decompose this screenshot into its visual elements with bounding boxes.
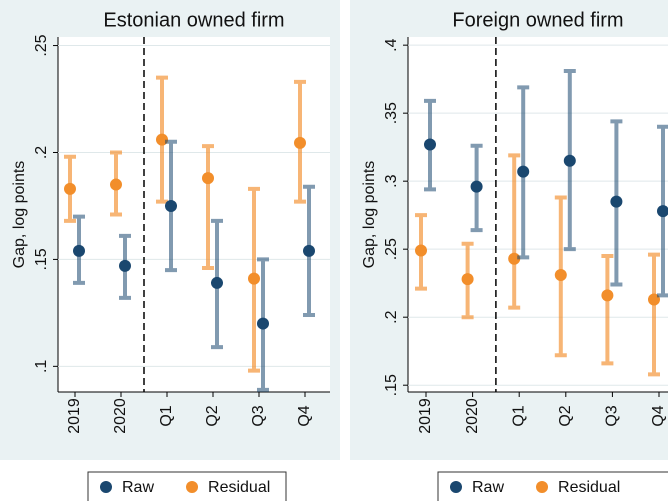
x-tick-label: Q2 — [204, 405, 221, 426]
y-tick-label: .25 — [33, 34, 50, 56]
point — [303, 244, 315, 257]
point — [415, 244, 427, 257]
legend-marker — [450, 481, 462, 493]
y-tick-label: .25 — [383, 238, 400, 260]
legend-box — [437, 471, 668, 501]
chart-title: Estonian owned firm — [103, 9, 284, 31]
y-tick-label: .15 — [33, 248, 50, 270]
point — [156, 133, 168, 146]
x-tick-label: 2019 — [66, 398, 83, 434]
point — [294, 136, 306, 149]
x-tick-label: Q1 — [510, 405, 527, 426]
y-tick-label: .1 — [33, 360, 50, 373]
x-tick-label: 2020 — [112, 398, 129, 434]
point — [248, 272, 260, 285]
error-bar — [648, 252, 660, 377]
point — [610, 195, 623, 208]
x-tick-label: Q3 — [250, 405, 267, 426]
point — [119, 259, 131, 272]
point — [554, 269, 567, 282]
legend-label: Residual — [558, 479, 620, 496]
y-axis-label: Gap, log points — [361, 161, 378, 269]
title-box — [58, 4, 330, 34]
y-tick-label: .2 — [33, 146, 50, 159]
point — [211, 276, 223, 289]
point — [165, 199, 177, 212]
x-tick-label: Q4 — [650, 405, 667, 426]
chart-title: Foreign owned firm — [452, 9, 623, 31]
point — [110, 178, 122, 191]
x-tick-label: Q3 — [604, 405, 621, 426]
error-bar — [202, 144, 214, 270]
point — [657, 205, 668, 218]
panel: Estonian owned firm Gap, log points .1 .15.… — [0, 0, 340, 501]
legend-marker — [186, 481, 199, 493]
x-tick-label: 2019 — [417, 398, 434, 434]
x-tick-label: Q1 — [158, 405, 175, 426]
point — [257, 317, 269, 330]
y-tick-label: .4 — [383, 38, 400, 51]
legend-marker — [100, 481, 112, 493]
error-bar — [601, 253, 614, 366]
point — [424, 138, 436, 151]
panel: Foreign owned firm Gap, log points .15 .2 .2… — [350, 0, 668, 501]
y-axis-label: Gap, log points — [11, 161, 28, 269]
plot-area — [58, 37, 330, 392]
legend-label: Raw — [122, 479, 154, 496]
point — [470, 180, 483, 193]
legend-marker — [536, 481, 549, 493]
x-tick-label: 2020 — [464, 398, 481, 434]
plot-area — [408, 37, 668, 392]
y-tick-label: .3 — [383, 174, 400, 187]
legend-label: Raw — [472, 479, 504, 496]
point — [601, 289, 614, 302]
title-box — [408, 4, 668, 34]
x-tick-label: Q2 — [557, 405, 574, 426]
x-tick-label: Q4 — [296, 405, 313, 426]
point — [517, 165, 530, 178]
point — [73, 244, 85, 257]
y-tick-label: .35 — [383, 102, 400, 124]
point — [461, 273, 474, 286]
point — [202, 172, 214, 185]
legend-label: Residual — [208, 479, 270, 496]
y-tick-label: .15 — [383, 374, 400, 396]
point — [64, 182, 76, 195]
y-tick-label: .2 — [383, 310, 400, 323]
error-bar — [508, 153, 521, 310]
point — [563, 154, 576, 167]
